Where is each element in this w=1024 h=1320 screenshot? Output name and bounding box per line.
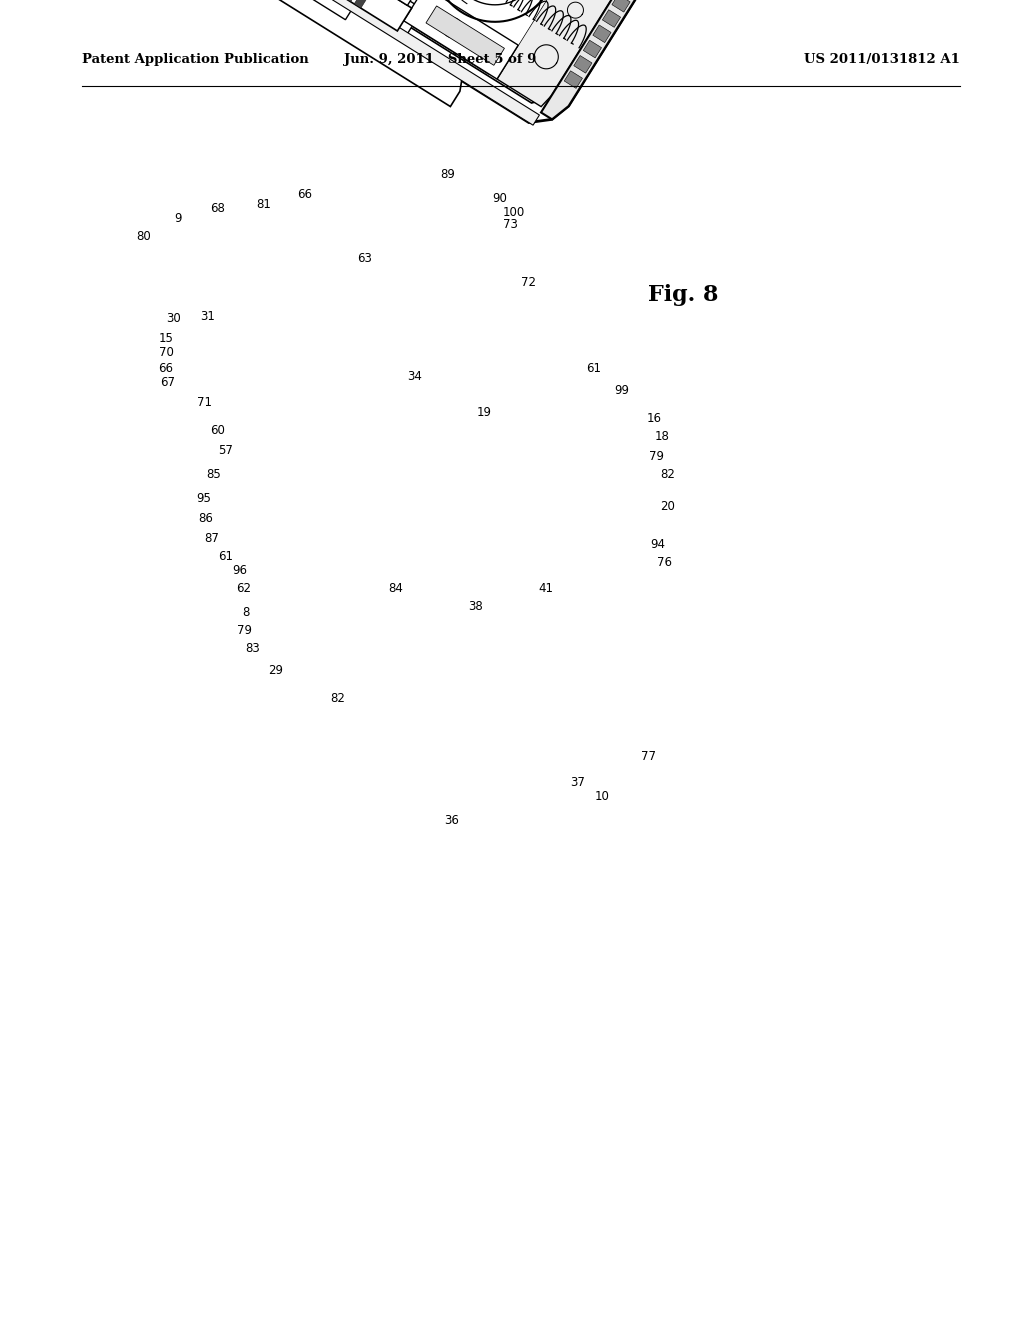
Text: 8: 8 <box>243 606 250 619</box>
Text: 82: 82 <box>331 692 345 705</box>
Text: 38: 38 <box>469 599 483 612</box>
Text: 18: 18 <box>654 429 670 442</box>
Text: 90: 90 <box>493 191 508 205</box>
Text: 79: 79 <box>238 623 253 636</box>
Text: 66: 66 <box>298 189 312 202</box>
Text: 86: 86 <box>199 511 213 524</box>
Polygon shape <box>71 0 540 125</box>
Polygon shape <box>199 0 490 7</box>
Polygon shape <box>93 0 643 103</box>
Polygon shape <box>387 0 597 74</box>
Text: 68: 68 <box>211 202 225 214</box>
Text: 30: 30 <box>167 312 181 325</box>
Text: 41: 41 <box>539 582 554 594</box>
Polygon shape <box>462 0 583 46</box>
Text: 85: 85 <box>207 467 221 480</box>
Text: 15: 15 <box>159 331 173 345</box>
Polygon shape <box>75 0 664 123</box>
Text: 100: 100 <box>503 206 525 219</box>
Text: 36: 36 <box>444 813 460 826</box>
Polygon shape <box>133 0 358 20</box>
Polygon shape <box>602 9 621 28</box>
Polygon shape <box>344 0 359 1</box>
Text: Jun. 9, 2011   Sheet 5 of 9: Jun. 9, 2011 Sheet 5 of 9 <box>344 54 537 66</box>
Polygon shape <box>354 0 370 8</box>
Text: 72: 72 <box>520 276 536 289</box>
Polygon shape <box>593 25 611 42</box>
Polygon shape <box>403 0 518 79</box>
Text: 83: 83 <box>246 642 260 655</box>
Text: 16: 16 <box>646 412 662 425</box>
Text: 37: 37 <box>570 776 586 788</box>
Text: 57: 57 <box>218 444 233 457</box>
Text: 70: 70 <box>159 346 173 359</box>
Polygon shape <box>612 0 630 12</box>
Text: 31: 31 <box>201 309 215 322</box>
Polygon shape <box>564 71 583 88</box>
Polygon shape <box>199 0 397 7</box>
Text: Fig. 8: Fig. 8 <box>648 284 719 306</box>
Text: 71: 71 <box>197 396 212 409</box>
Text: 9: 9 <box>174 211 181 224</box>
Text: 66: 66 <box>159 362 173 375</box>
Text: 20: 20 <box>660 499 676 512</box>
Text: 77: 77 <box>640 750 655 763</box>
Text: 62: 62 <box>237 582 252 594</box>
Text: 96: 96 <box>232 564 248 577</box>
Text: 61: 61 <box>218 549 233 562</box>
Text: 67: 67 <box>161 375 175 388</box>
Polygon shape <box>573 55 592 73</box>
Text: 81: 81 <box>257 198 271 210</box>
Text: 87: 87 <box>205 532 219 544</box>
Polygon shape <box>584 41 601 58</box>
Text: 34: 34 <box>408 370 423 383</box>
Polygon shape <box>98 0 416 5</box>
Text: 94: 94 <box>650 537 666 550</box>
Text: 89: 89 <box>440 169 456 181</box>
Text: 80: 80 <box>136 230 152 243</box>
Text: 76: 76 <box>656 556 672 569</box>
Text: 19: 19 <box>476 405 492 418</box>
Text: 63: 63 <box>357 252 373 264</box>
Polygon shape <box>72 0 419 41</box>
Text: 82: 82 <box>660 467 676 480</box>
Text: Patent Application Publication: Patent Application Publication <box>82 54 309 66</box>
Text: 84: 84 <box>388 582 403 594</box>
Text: 61: 61 <box>587 362 601 375</box>
Text: 99: 99 <box>614 384 630 396</box>
Text: US 2011/0131812 A1: US 2011/0131812 A1 <box>804 54 961 66</box>
Polygon shape <box>98 0 462 107</box>
Polygon shape <box>497 0 647 107</box>
Text: 95: 95 <box>197 491 211 504</box>
Polygon shape <box>541 0 664 119</box>
Text: 10: 10 <box>595 789 609 803</box>
Polygon shape <box>426 5 505 65</box>
Polygon shape <box>75 0 412 30</box>
Text: 79: 79 <box>649 450 665 462</box>
Text: 29: 29 <box>268 664 284 676</box>
Text: 60: 60 <box>211 424 225 437</box>
Text: 73: 73 <box>503 218 517 231</box>
